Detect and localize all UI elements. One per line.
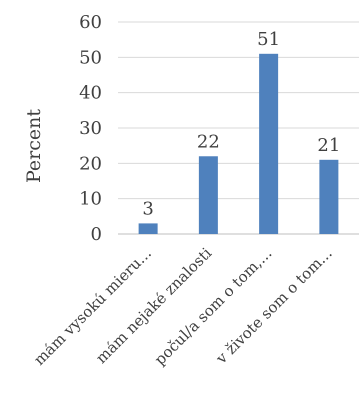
bar	[319, 159, 339, 234]
data-label: 3	[142, 198, 153, 219]
y-tick-label: 10	[79, 189, 102, 210]
bar	[138, 223, 158, 234]
data-label: 21	[317, 135, 340, 156]
y-axis-title: Percent	[23, 109, 45, 183]
data-label: 22	[197, 131, 220, 152]
y-tick-label: 20	[79, 153, 102, 174]
bar	[198, 156, 218, 234]
data-labels: 3 22 51 21	[142, 29, 340, 220]
y-tick-label: 0	[91, 224, 102, 245]
data-label: 51	[257, 29, 280, 50]
y-axis-ticks: 0 10 20 30 40 50 60	[79, 12, 102, 245]
y-tick-label: 30	[79, 118, 102, 139]
gridlines	[118, 21, 359, 235]
y-tick-label: 40	[79, 83, 102, 104]
y-tick-label: 60	[79, 12, 102, 33]
bars	[138, 53, 339, 234]
bar	[259, 53, 279, 234]
y-tick-label: 50	[79, 47, 102, 68]
